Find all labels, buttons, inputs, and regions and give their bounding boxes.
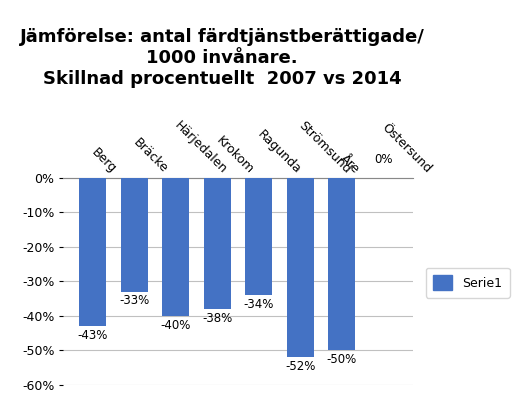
Text: 0%: 0% <box>374 153 393 166</box>
Text: Östersund: Östersund <box>379 121 434 176</box>
Text: -38%: -38% <box>202 312 232 325</box>
Text: Åre: Åre <box>338 152 362 176</box>
Text: -40%: -40% <box>161 319 191 332</box>
Legend: Serie1: Serie1 <box>426 268 509 298</box>
Text: -50%: -50% <box>326 353 357 366</box>
Text: -52%: -52% <box>285 360 315 373</box>
Bar <box>162 178 189 316</box>
Bar <box>287 178 314 357</box>
Text: Berg: Berg <box>89 146 118 176</box>
Text: Bräcke: Bräcke <box>130 136 170 176</box>
Bar <box>204 178 231 309</box>
Text: Strömsund: Strömsund <box>296 119 353 176</box>
Text: -43%: -43% <box>78 329 108 342</box>
Text: -34%: -34% <box>244 298 274 311</box>
Text: Ragunda: Ragunda <box>254 128 303 176</box>
Text: Krokom: Krokom <box>213 134 256 176</box>
Bar <box>79 178 106 326</box>
Text: Jämförelse: antal färdtjänstberättigade/
1000 invånare.
Skillnad procentuellt  2: Jämförelse: antal färdtjänstberättigade/… <box>20 28 425 88</box>
Bar <box>245 178 272 295</box>
Bar <box>121 178 148 292</box>
Bar <box>329 178 355 350</box>
Text: Härjedalen: Härjedalen <box>172 118 229 176</box>
Text: -33%: -33% <box>119 294 150 308</box>
